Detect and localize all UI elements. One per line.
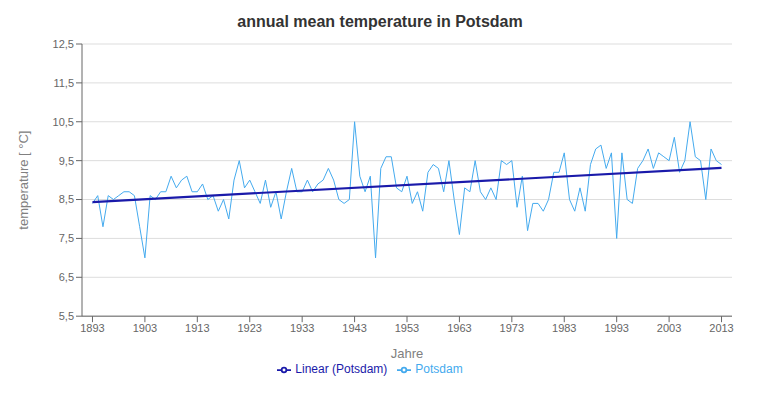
svg-text:1983: 1983 [552, 322, 576, 334]
svg-text:12,5: 12,5 [53, 38, 74, 50]
svg-text:1923: 1923 [237, 322, 261, 334]
svg-text:2013: 2013 [709, 322, 733, 334]
svg-text:10,5: 10,5 [53, 116, 74, 128]
svg-text:5,5: 5,5 [59, 310, 74, 322]
svg-text:1943: 1943 [342, 322, 366, 334]
svg-text:Jahre: Jahre [391, 346, 424, 361]
svg-text:7,5: 7,5 [59, 232, 74, 244]
svg-text:1993: 1993 [604, 322, 628, 334]
svg-text:1913: 1913 [185, 322, 209, 334]
svg-text:6,5: 6,5 [59, 271, 74, 283]
html-text:Potsdam: Potsdam [415, 362, 463, 377]
svg-text:1963: 1963 [447, 322, 471, 334]
html-text:annual mean temperature in Pot: annual mean temperature in Potsdam [237, 13, 523, 30]
svg-text:temperature [ °C]: temperature [ °C] [16, 131, 31, 230]
svg-text:8,5: 8,5 [59, 193, 74, 205]
svg-text:9,5: 9,5 [59, 155, 74, 167]
html-text:Linear (Potsdam): Linear (Potsdam) [295, 362, 388, 377]
svg-text:1953: 1953 [395, 322, 419, 334]
svg-text:2003: 2003 [657, 322, 681, 334]
svg-text:1973: 1973 [500, 322, 524, 334]
svg-text:1893: 1893 [80, 322, 104, 334]
svg-text:11,5: 11,5 [53, 77, 74, 89]
svg-text:1903: 1903 [133, 322, 157, 334]
svg-text:1933: 1933 [290, 322, 314, 334]
